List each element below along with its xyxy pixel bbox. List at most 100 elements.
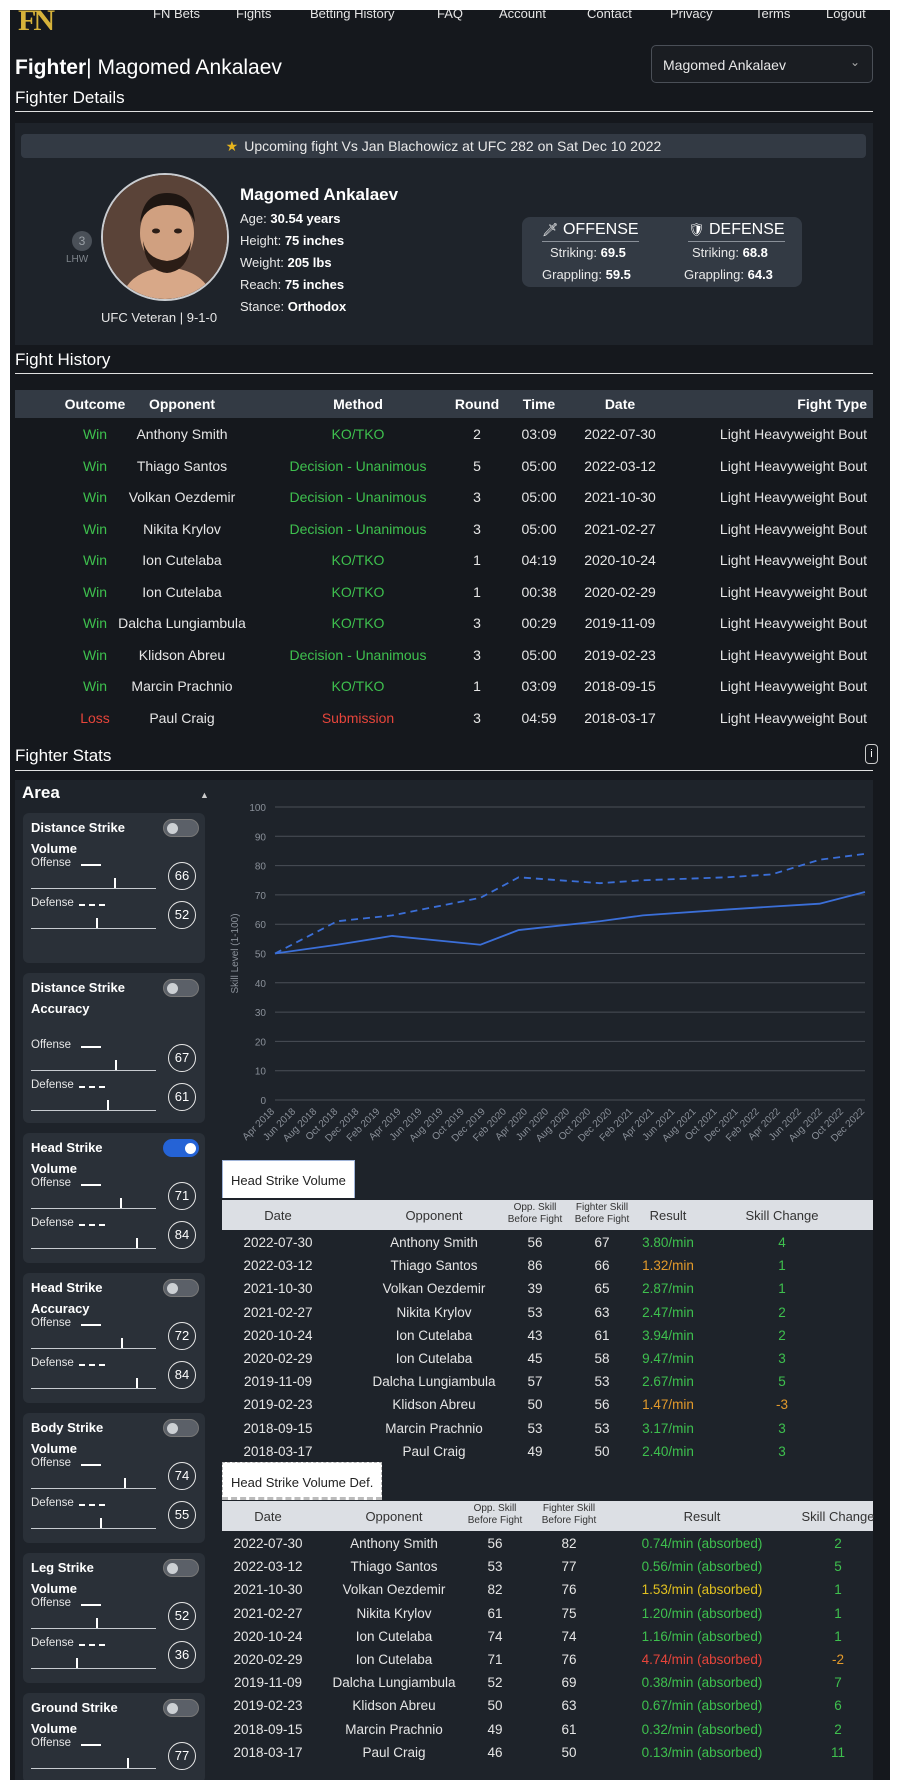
table-cell: 63: [561, 1698, 577, 1714]
offense-marker: [123, 1478, 126, 1488]
tab-head-strike-volume-def[interactable]: Head Strike Volume Def.: [222, 1462, 383, 1500]
table-row[interactable]: Win Marcin Prachnio KO/TKO 1 03:09 2018-09-15…: [15, 670, 873, 702]
table-cell: KO/TKO: [331, 552, 385, 568]
table-cell: Anthony Smith: [136, 426, 228, 442]
nav-account[interactable]: Account: [499, 10, 546, 21]
stat-toggle[interactable]: [163, 1559, 199, 1577]
table-cell: Marcin Prachnio: [131, 678, 233, 694]
table-row[interactable]: Loss Paul Craig Submission 3 04:59 2018-03-17…: [15, 702, 873, 734]
stat-toggle[interactable]: [163, 819, 199, 837]
table-cell: Nikita Krylov: [356, 1605, 432, 1621]
table-cell: Volkan Oezdemir: [342, 1582, 446, 1598]
table-row[interactable]: 2020-10-24 Ion Cutelaba 43 61 3.94/min 2: [222, 1325, 873, 1348]
table-row[interactable]: 2021-02-27 Nikita Krylov 53 63 2.47/min 2: [222, 1302, 873, 1325]
table-cell: 2022-07-30: [233, 1536, 303, 1551]
page: FN FN Bets Fights Betting History FAQ Ac…: [10, 10, 890, 1780]
table-row[interactable]: 2020-02-29 Ion Cutelaba 45 58 9.47/min 3: [222, 1348, 873, 1371]
table-row[interactable]: 2018-09-15 Marcin Prachnio 53 53 3.17/min 3: [222, 1418, 873, 1441]
table-cell: 2022-07-30: [243, 1235, 313, 1250]
stat-card: Ground Strike Volume Offense 77: [23, 1693, 205, 1780]
table-cell: 2019-02-23: [233, 1698, 303, 1714]
table-cell: KO/TKO: [331, 678, 385, 694]
table-cell: 2022-03-12: [233, 1559, 303, 1575]
top-nav: FN FN Bets Fights Betting History FAQ Ac…: [10, 10, 890, 37]
table-row[interactable]: 2022-03-12 Thiago Santos 86 66 1.32/min 1: [222, 1255, 873, 1278]
section-fighter-details: Fighter Details: [15, 88, 125, 107]
table-cell: 74: [487, 1628, 503, 1644]
stat-toggle[interactable]: [163, 1139, 199, 1157]
table-row[interactable]: 2019-11-09 Dalcha Lungiambula 52 69 0.38/min…: [222, 1672, 873, 1695]
table-cell: 2019-02-23: [243, 1397, 313, 1413]
tab-head-strike-volume[interactable]: Head Strike Volume: [222, 1160, 355, 1198]
table-row[interactable]: 2019-02-23 Klidson Abreu 50 63 0.67/min (abs…: [222, 1695, 873, 1718]
table-row[interactable]: 2018-03-17 Paul Craig 46 50 0.13/min (absorb…: [222, 1742, 873, 1765]
table-row[interactable]: 2021-10-30 Volkan Oezdemir 82 76 1.53/min (a…: [222, 1579, 873, 1602]
table-row[interactable]: 2022-03-12 Thiago Santos 53 77 0.56/min (abs…: [222, 1556, 873, 1579]
table-row[interactable]: 2021-10-30 Volkan Oezdemir 39 65 2.87/min 1: [222, 1278, 873, 1301]
table-row[interactable]: 2018-09-15 Marcin Prachnio 49 61 0.32/min (a…: [222, 1719, 873, 1742]
column-header: Opp. Skill Before Fight: [507, 1202, 563, 1225]
table-cell: Klidson Abreu: [352, 1698, 436, 1714]
column-header: Fighter Skill Before Fight: [574, 1202, 630, 1225]
nav-terms[interactable]: Terms: [755, 10, 791, 21]
table-row[interactable]: Win Ion Cutelaba KO/TKO 1 00:38 2020-02-29 Lig…: [15, 576, 873, 608]
stat-reach-value: 75 inches: [284, 277, 345, 292]
defense-marker: [96, 918, 98, 928]
offense-label: Offense: [31, 1737, 72, 1749]
table-row[interactable]: Win Thiago Santos Decision - Unanimous 5 05:…: [15, 450, 873, 482]
stat-toggle[interactable]: [163, 1419, 199, 1437]
defense-baseline: [31, 1668, 156, 1669]
column-header: Date: [264, 1208, 292, 1223]
defense-grappling: Grappling: 64.3: [684, 267, 773, 282]
table-row[interactable]: Win Dalcha Lungiambula KO/TKO 3 00:29 2019-11…: [15, 607, 873, 639]
table-cell: 69: [561, 1675, 577, 1691]
table-row[interactable]: 2021-02-27 Nikita Krylov 61 75 1.20/min (abs…: [222, 1603, 873, 1626]
defense-marker: [76, 1658, 78, 1668]
offense-grappling-value: 59.5: [605, 267, 631, 282]
nav-fn-bets[interactable]: FN Bets: [153, 10, 200, 21]
table-cell: 53: [594, 1374, 610, 1390]
nav-logout[interactable]: Logout: [826, 10, 866, 21]
table-row[interactable]: Win Nikita Krylov Decision - Unanimous 3 05:…: [15, 513, 873, 545]
caret-up-icon[interactable]: ▲: [200, 790, 209, 800]
table-row[interactable]: 2019-02-23 Klidson Abreu 50 56 1.47/min -3: [222, 1394, 873, 1417]
offense-heading: 🗡 OFFENSE: [542, 221, 639, 242]
stat-toggle[interactable]: [163, 1279, 199, 1297]
toggle-knob: [167, 1703, 178, 1714]
nav-privacy[interactable]: Privacy: [670, 10, 713, 21]
table-cell: 1: [778, 1258, 786, 1274]
offense-series-line: [274, 891, 866, 955]
nav-fights[interactable]: Fights: [236, 10, 272, 21]
table-cell: 1: [834, 1582, 842, 1598]
nav-contact[interactable]: Contact: [587, 10, 632, 21]
nav-betting-history[interactable]: Betting History: [310, 10, 395, 21]
stat-toggle[interactable]: [163, 979, 199, 997]
table-cell: 1.53/min (absorbed): [641, 1582, 763, 1598]
logo[interactable]: FN: [18, 10, 55, 37]
table-cell: 50: [561, 1744, 577, 1760]
stat-stance: Stance: Orthodox: [240, 299, 346, 314]
table-row[interactable]: Win Klidson Abreu Decision - Unanimous 3 05:…: [15, 639, 873, 671]
table-row[interactable]: 2022-07-30 Anthony Smith 56 82 0.74/min (abs…: [222, 1533, 873, 1556]
table-row[interactable]: 2020-10-24 Ion Cutelaba 74 74 1.16/min (abso…: [222, 1626, 873, 1649]
column-header: Result: [649, 1208, 687, 1223]
defense-legend-line: [79, 1086, 107, 1088]
nav-faq[interactable]: FAQ: [437, 10, 464, 21]
table-cell: Win: [82, 646, 108, 663]
fighter-select[interactable]: Magomed Ankalaev ⌄: [651, 45, 873, 83]
table-row[interactable]: Win Anthony Smith KO/TKO 2 03:09 2022-07-30 Li…: [15, 418, 873, 450]
column-header: Round: [454, 396, 500, 412]
table-row[interactable]: 2020-02-29 Ion Cutelaba 71 76 4.74/min (abso…: [222, 1649, 873, 1672]
table-row[interactable]: Win Volkan Oezdemir Decision - Unanimous 3 0…: [15, 481, 873, 513]
table-row[interactable]: 2019-11-09 Dalcha Lungiambula 57 53 2.67/min…: [222, 1371, 873, 1394]
info-button[interactable]: i: [865, 744, 878, 764]
table-row[interactable]: 2022-07-30 Anthony Smith 56 67 3.80/min 4: [222, 1232, 873, 1255]
table-row[interactable]: 2018-03-17 Paul Craig 49 50 2.40/min 3: [222, 1441, 873, 1464]
stat-card-title: Distance Strike Accuracy: [31, 980, 125, 1016]
defense-grappling-label: Grappling:: [684, 267, 744, 282]
column-header: Fighter Skill Before Fight: [541, 1503, 597, 1526]
table-row[interactable]: Win Ion Cutelaba KO/TKO 1 04:19 2020-10-24 Lig…: [15, 544, 873, 576]
stat-toggle[interactable]: [163, 1699, 199, 1717]
table-cell: 3: [473, 489, 481, 505]
